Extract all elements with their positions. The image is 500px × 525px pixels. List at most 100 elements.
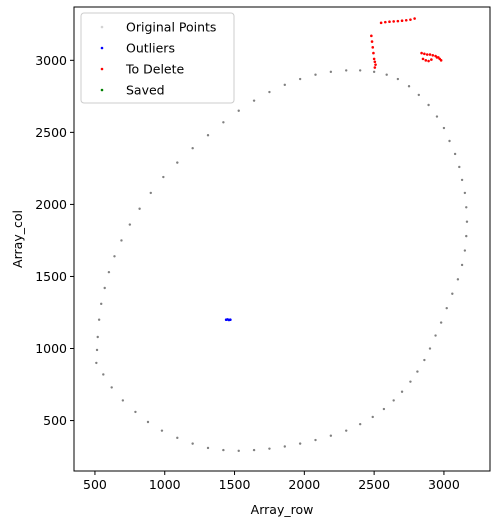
data-point (372, 51, 375, 55)
data-point (465, 206, 468, 209)
data-point (113, 255, 116, 258)
legend-box (80, 12, 235, 104)
x-tick-label: 1000 (149, 477, 181, 492)
data-point (95, 348, 99, 352)
y-tick-label: 2500 (35, 125, 67, 140)
data-point (458, 165, 461, 169)
data-point (283, 83, 286, 87)
data-point (370, 40, 374, 43)
data-point (371, 415, 374, 419)
y-tick-label: 3000 (35, 53, 67, 68)
data-point (385, 73, 388, 76)
data-point (428, 347, 432, 350)
x-tick-label: 1500 (219, 477, 251, 492)
data-point (314, 438, 317, 442)
data-point (128, 223, 132, 226)
data-point (160, 429, 164, 432)
legend-marker (100, 46, 104, 50)
data-point (413, 17, 416, 20)
y-tick-label: 500 (43, 413, 67, 428)
data-point (438, 57, 442, 61)
data-point (445, 306, 448, 310)
data-point (435, 115, 439, 118)
data-point (379, 21, 383, 25)
data-point (102, 373, 105, 376)
data-point (442, 126, 446, 130)
points-layer (95, 17, 469, 453)
data-point (191, 147, 194, 150)
data-point (370, 34, 373, 38)
data-point (392, 20, 395, 23)
data-point (206, 446, 210, 450)
data-point (392, 399, 395, 402)
y-tick-label: 1500 (35, 269, 67, 284)
data-point (382, 407, 386, 411)
y-tick-label: 1000 (35, 341, 67, 356)
data-point (451, 292, 454, 295)
legend-label: Original Points (126, 20, 216, 35)
data-point (329, 434, 333, 437)
data-point (465, 234, 468, 238)
data-point (428, 53, 432, 56)
data-point (465, 220, 469, 223)
data-point (400, 390, 404, 393)
data-point (121, 399, 125, 402)
legend-label: Saved (126, 83, 165, 98)
data-point (237, 109, 240, 112)
data-point (424, 59, 428, 62)
data-point (463, 249, 467, 252)
legend-label: To Delete (125, 62, 185, 77)
data-point (439, 321, 443, 324)
x-tick-label: 3000 (428, 477, 460, 492)
data-point (97, 318, 101, 321)
plot-frame (73, 6, 491, 472)
data-point (416, 370, 419, 373)
legend-marker (100, 25, 104, 29)
y-axis-label: Array_col (10, 210, 25, 268)
y-tick-label: 2000 (35, 197, 67, 212)
legend-marker (100, 67, 104, 71)
data-point (191, 442, 194, 445)
ticks-layer: 500 1000 1500 2000 2500 3000 500 1000 1500 2000 25… (35, 53, 460, 492)
data-point (421, 57, 425, 61)
data-point (134, 410, 137, 414)
data-point (434, 334, 437, 337)
data-point (427, 103, 430, 107)
data-point (420, 51, 423, 55)
data-point (456, 278, 460, 281)
legend-entries: Original Points Outliers To Delete Saved (100, 20, 216, 98)
data-point (110, 386, 113, 389)
data-point (435, 56, 439, 59)
data-point (463, 191, 467, 195)
data-point (372, 57, 376, 61)
data-point (423, 358, 426, 362)
data-point (460, 178, 464, 182)
x-axis-label: Array_row (251, 502, 314, 517)
data-point (162, 175, 165, 179)
data-point (396, 19, 400, 23)
data-point (268, 447, 271, 450)
data-point (229, 318, 232, 321)
data-point (425, 53, 429, 56)
data-point (100, 302, 103, 306)
data-point (409, 18, 412, 21)
data-point (107, 270, 111, 274)
data-point (298, 442, 302, 445)
legend-marker (100, 88, 104, 92)
data-point (372, 70, 376, 74)
axes-layer (73, 6, 491, 472)
data-point (222, 121, 225, 124)
data-point (252, 448, 256, 452)
data-point (176, 436, 179, 440)
data-point (149, 191, 152, 195)
data-point (400, 19, 404, 22)
data-point (146, 420, 150, 424)
data-point (268, 90, 271, 94)
data-point (431, 53, 435, 57)
series-to-delete (370, 17, 443, 69)
data-point (430, 58, 433, 61)
data-point (345, 429, 348, 432)
data-point (176, 161, 179, 164)
